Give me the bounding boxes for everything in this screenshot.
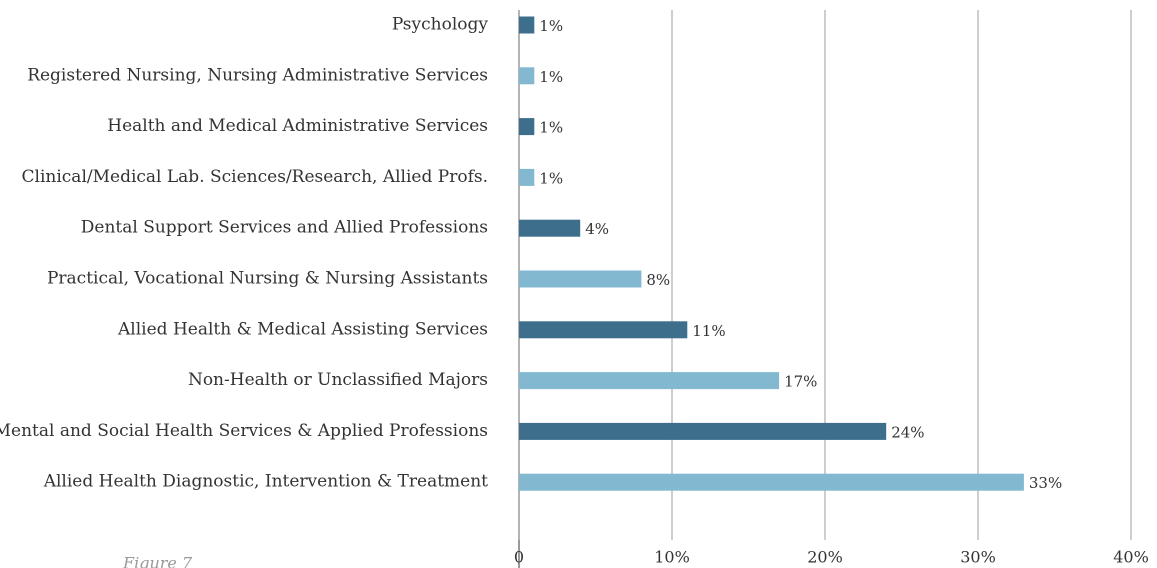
data-label: 4%	[585, 220, 609, 238]
y-tick-label: Allied Health Diagnostic, Intervention &…	[43, 472, 488, 492]
caption: Figure 7	[122, 554, 193, 568]
x-tick-label: 30%	[960, 548, 996, 567]
y-tick-label: Dental Support Services and Allied Profe…	[81, 218, 488, 238]
data-label: 1%	[539, 169, 563, 187]
data-label: 11%	[692, 322, 725, 340]
x-tick-label: 40%	[1113, 548, 1149, 567]
bar	[519, 321, 688, 339]
bar	[519, 67, 535, 85]
y-tick-label: Health and Medical Administrative Servic…	[107, 116, 488, 136]
y-tick-label: Registered Nursing, Nursing Administrati…	[27, 65, 488, 85]
x-tick-label: 20%	[807, 548, 843, 567]
bar	[519, 372, 780, 390]
data-label: 1%	[539, 68, 563, 86]
x-tick-label: 0	[514, 548, 524, 567]
y-tick-label: Psychology	[392, 15, 489, 35]
data-label: 17%	[784, 373, 817, 391]
y-tick-label: Allied Health & Medical Assisting Servic…	[117, 319, 488, 339]
bar	[519, 219, 581, 237]
data-label: 24%	[891, 423, 924, 441]
bar	[519, 473, 1024, 491]
y-tick-label: Clinical/Medical Lab. Sciences/Research,…	[22, 167, 488, 187]
data-label: 8%	[646, 271, 670, 289]
bar	[519, 118, 535, 136]
y-tick-label: Non-Health or Unclassified Majors	[188, 370, 488, 390]
bar	[519, 168, 535, 186]
bar	[519, 270, 642, 288]
data-label: 1%	[539, 17, 563, 35]
y-tick-label: Mental and Social Health Services & Appl…	[0, 421, 488, 441]
bar	[519, 422, 887, 440]
y-tick-label: Practical, Vocational Nursing & Nursing …	[47, 269, 488, 289]
data-label: 1%	[539, 119, 563, 137]
data-label: 33%	[1029, 474, 1062, 492]
x-tick-label: 10%	[654, 548, 690, 567]
bar	[519, 16, 535, 34]
